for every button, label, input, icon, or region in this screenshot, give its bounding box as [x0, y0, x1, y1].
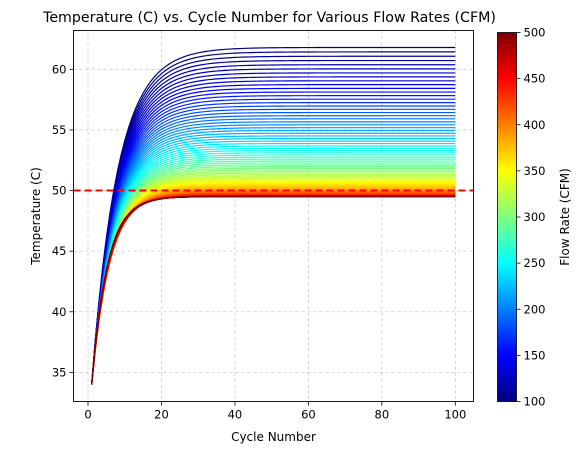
series-line [91, 87, 456, 385]
chart-title: Temperature (C) vs. Cycle Number for Var… [42, 10, 496, 26]
colorbar-tick-label: 350 [524, 164, 546, 178]
series-line [91, 140, 456, 385]
series-line [91, 185, 456, 385]
series-line [91, 124, 456, 385]
colorbar-tick-label: 500 [524, 26, 546, 40]
y-axis-label: Temperature (C) [29, 167, 43, 266]
series-line [91, 105, 456, 385]
series-line [91, 135, 456, 385]
series-line [91, 129, 456, 385]
series-line [91, 182, 456, 385]
plot-frame [73, 30, 474, 402]
series-line [91, 121, 456, 385]
series-line [91, 160, 456, 385]
series-line [91, 196, 456, 385]
series-line [91, 55, 456, 385]
plot-background [73, 30, 474, 402]
series-line [91, 169, 456, 385]
x-tick-label: 100 [444, 408, 466, 422]
series-line [91, 118, 456, 385]
x-tick-label: 40 [228, 408, 243, 422]
colorbar-ticks: 100 150 200 250 300 350 400 450 500 [516, 26, 546, 409]
series-line [91, 164, 456, 385]
series-line [91, 150, 456, 385]
series-line [91, 167, 456, 385]
series-line [91, 91, 456, 385]
series-line [91, 179, 456, 385]
colorbar: 100 150 200 250 300 350 400 450 500 Flow Rate (C… [497, 26, 572, 409]
colorbar-tick-label: 400 [524, 118, 546, 132]
y-tick-label: 60 [52, 62, 67, 76]
series-line [91, 176, 456, 385]
series-line [91, 175, 456, 385]
series-line [91, 137, 456, 385]
y-tick-label: 55 [52, 123, 67, 137]
series-line [91, 115, 456, 385]
series-line [91, 84, 456, 385]
series-line [91, 46, 456, 385]
series-line [91, 102, 456, 385]
series-line [91, 185, 456, 385]
series-group [91, 46, 456, 385]
series-line [91, 145, 456, 385]
series-line [91, 147, 456, 385]
y-tick-label: 45 [52, 244, 67, 258]
y-tick-label: 50 [52, 184, 67, 198]
series-line [91, 162, 456, 385]
y-axis: 35 40 45 50 55 60 [52, 62, 74, 379]
series-line [91, 178, 456, 385]
series-line [91, 95, 456, 385]
series-line [91, 72, 456, 385]
series-line [91, 158, 456, 385]
colorbar-tick-label: 250 [524, 256, 546, 270]
colorbar-tick-label: 200 [524, 302, 546, 316]
series-line [91, 111, 456, 385]
colorbar-tick-label: 100 [524, 395, 546, 409]
series-line [91, 64, 456, 385]
series-line [91, 59, 456, 385]
series-line [91, 98, 456, 385]
x-tick-label: 0 [84, 408, 91, 422]
series-line [91, 80, 456, 385]
series-line [91, 76, 456, 385]
y-tick-label: 40 [52, 305, 67, 319]
series-line [91, 174, 456, 385]
colorbar-tick-label: 450 [524, 72, 546, 86]
plot-area: 0 20 40 60 80 100 35 40 45 50 55 60 [52, 30, 474, 422]
series-line [91, 132, 456, 385]
series-line [91, 154, 456, 385]
series-line [91, 51, 456, 385]
x-axis: 0 20 40 60 80 100 [84, 401, 466, 422]
series-line [91, 152, 456, 385]
colorbar-tick-label: 150 [524, 348, 546, 362]
series-line [91, 156, 456, 385]
series-line [91, 166, 456, 385]
y-tick-label: 35 [52, 365, 67, 379]
x-tick-label: 20 [154, 408, 169, 422]
series-line [91, 184, 456, 385]
x-tick-label: 60 [301, 408, 316, 422]
x-tick-label: 80 [375, 408, 390, 422]
colorbar-tick-label: 300 [524, 210, 546, 224]
colorbar-gradient [497, 32, 517, 402]
series-line [91, 172, 456, 385]
x-axis-label: Cycle Number [231, 430, 316, 444]
series-line [91, 127, 456, 385]
series-line [91, 186, 456, 385]
series-line [91, 142, 456, 385]
colorbar-label: Flow Rate (CFM) [558, 168, 572, 266]
series-line [91, 171, 456, 385]
series-line [91, 68, 456, 385]
series-line [91, 108, 456, 385]
